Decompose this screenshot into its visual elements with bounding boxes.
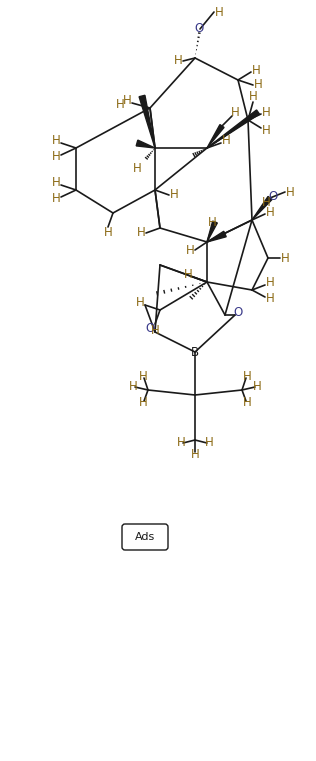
- Text: H: H: [286, 186, 295, 199]
- Text: H: H: [185, 244, 194, 256]
- Text: H: H: [215, 5, 223, 18]
- Text: H: H: [139, 370, 147, 383]
- Text: H: H: [281, 251, 289, 265]
- Text: H: H: [151, 323, 159, 336]
- Text: H: H: [243, 370, 251, 383]
- Text: H: H: [104, 227, 112, 240]
- Text: H: H: [266, 292, 274, 305]
- Text: O: O: [234, 305, 243, 319]
- Text: H: H: [139, 396, 147, 409]
- Text: H: H: [252, 380, 261, 393]
- Polygon shape: [207, 110, 259, 148]
- Text: H: H: [249, 90, 257, 103]
- Text: H: H: [52, 135, 60, 148]
- Text: B: B: [191, 345, 199, 358]
- Text: H: H: [243, 396, 251, 409]
- Text: H: H: [184, 269, 192, 282]
- Text: H: H: [222, 135, 230, 148]
- Text: H: H: [262, 196, 270, 209]
- Text: H: H: [52, 151, 60, 164]
- Text: H: H: [254, 78, 262, 91]
- Text: H: H: [116, 98, 125, 112]
- Text: Ads: Ads: [135, 532, 155, 542]
- Polygon shape: [207, 125, 224, 148]
- Text: H: H: [173, 55, 182, 68]
- Text: H: H: [133, 161, 141, 174]
- Text: H: H: [129, 380, 137, 393]
- Text: H: H: [191, 447, 199, 460]
- Text: H: H: [231, 106, 240, 119]
- FancyBboxPatch shape: [122, 524, 168, 550]
- Text: H: H: [266, 276, 274, 289]
- Polygon shape: [252, 196, 272, 220]
- Text: H: H: [137, 227, 145, 240]
- Text: H: H: [252, 63, 260, 77]
- Polygon shape: [207, 231, 226, 242]
- Text: H: H: [52, 193, 60, 205]
- Text: H: H: [208, 215, 216, 228]
- Text: H: H: [170, 189, 178, 202]
- Polygon shape: [207, 221, 217, 242]
- Text: H: H: [177, 437, 185, 450]
- Text: H: H: [52, 177, 60, 189]
- Text: H: H: [262, 106, 270, 119]
- Text: H: H: [123, 94, 131, 107]
- Polygon shape: [139, 95, 155, 148]
- Text: O: O: [268, 189, 278, 202]
- Text: H: H: [205, 437, 213, 450]
- Text: O: O: [145, 323, 155, 336]
- Text: O: O: [194, 23, 204, 36]
- Text: H: H: [136, 297, 144, 310]
- Text: H: H: [266, 205, 274, 218]
- Text: H: H: [262, 123, 270, 136]
- Polygon shape: [136, 140, 155, 148]
